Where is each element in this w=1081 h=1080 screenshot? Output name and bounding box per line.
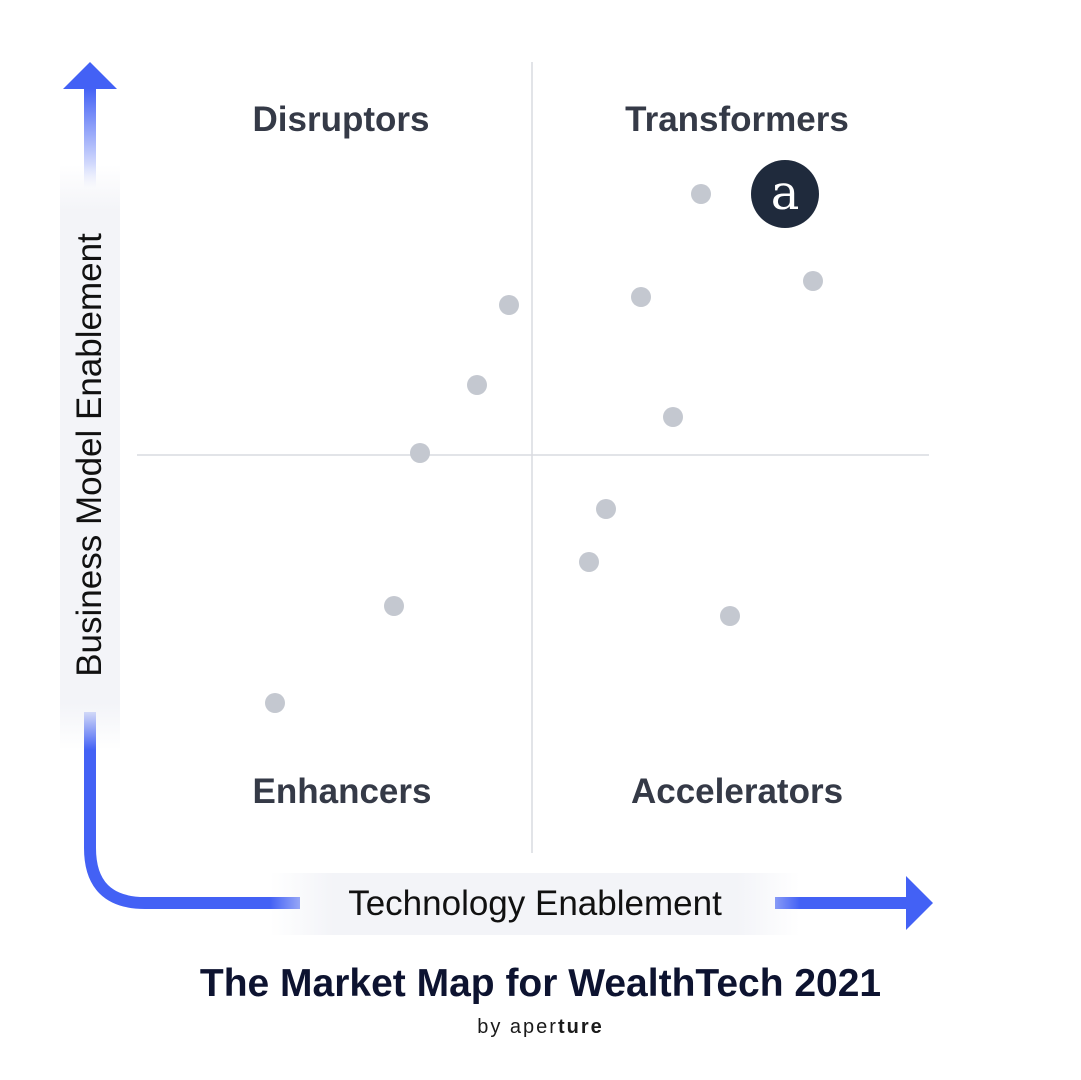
company-dot[interactable] — [803, 271, 823, 291]
brand-logo-text: aperture — [510, 1016, 604, 1038]
y-axis-label: Business Model Enablement — [70, 233, 109, 677]
company-dot[interactable] — [720, 606, 740, 626]
byline-prefix: by — [477, 1016, 503, 1038]
aperture-logo-marker[interactable]: a — [751, 160, 819, 228]
company-dot[interactable] — [384, 596, 404, 616]
byline: by aperture — [0, 1016, 1081, 1039]
company-dot[interactable] — [691, 184, 711, 204]
company-dot[interactable] — [265, 693, 285, 713]
quadrant-label-transformers: Transformers — [625, 100, 849, 139]
x-axis-label-background: Technology Enablement — [270, 873, 800, 935]
x-axis-label: Technology Enablement — [348, 884, 722, 923]
company-dot[interactable] — [499, 295, 519, 315]
company-dot[interactable] — [663, 407, 683, 427]
company-dot[interactable] — [410, 443, 430, 463]
aperture-logo-letter: a — [771, 165, 800, 221]
quadrant-label-enhancers: Enhancers — [252, 772, 432, 811]
y-axis-arrow — [63, 62, 117, 188]
y-axis-label-background — [60, 165, 120, 750]
page-title: The Market Map for WealthTech 2021 — [199, 962, 882, 1005]
company-dot[interactable] — [467, 375, 487, 395]
brand-bold: ture — [557, 1016, 604, 1038]
quadrant-label-accelerators: Accelerators — [630, 772, 844, 811]
company-dot[interactable] — [631, 287, 651, 307]
quadrant-label-disruptors: Disruptors — [252, 100, 430, 139]
company-dots — [265, 184, 823, 713]
brand-light: aper — [509, 1016, 558, 1038]
company-dot[interactable] — [579, 552, 599, 572]
company-dot[interactable] — [596, 499, 616, 519]
